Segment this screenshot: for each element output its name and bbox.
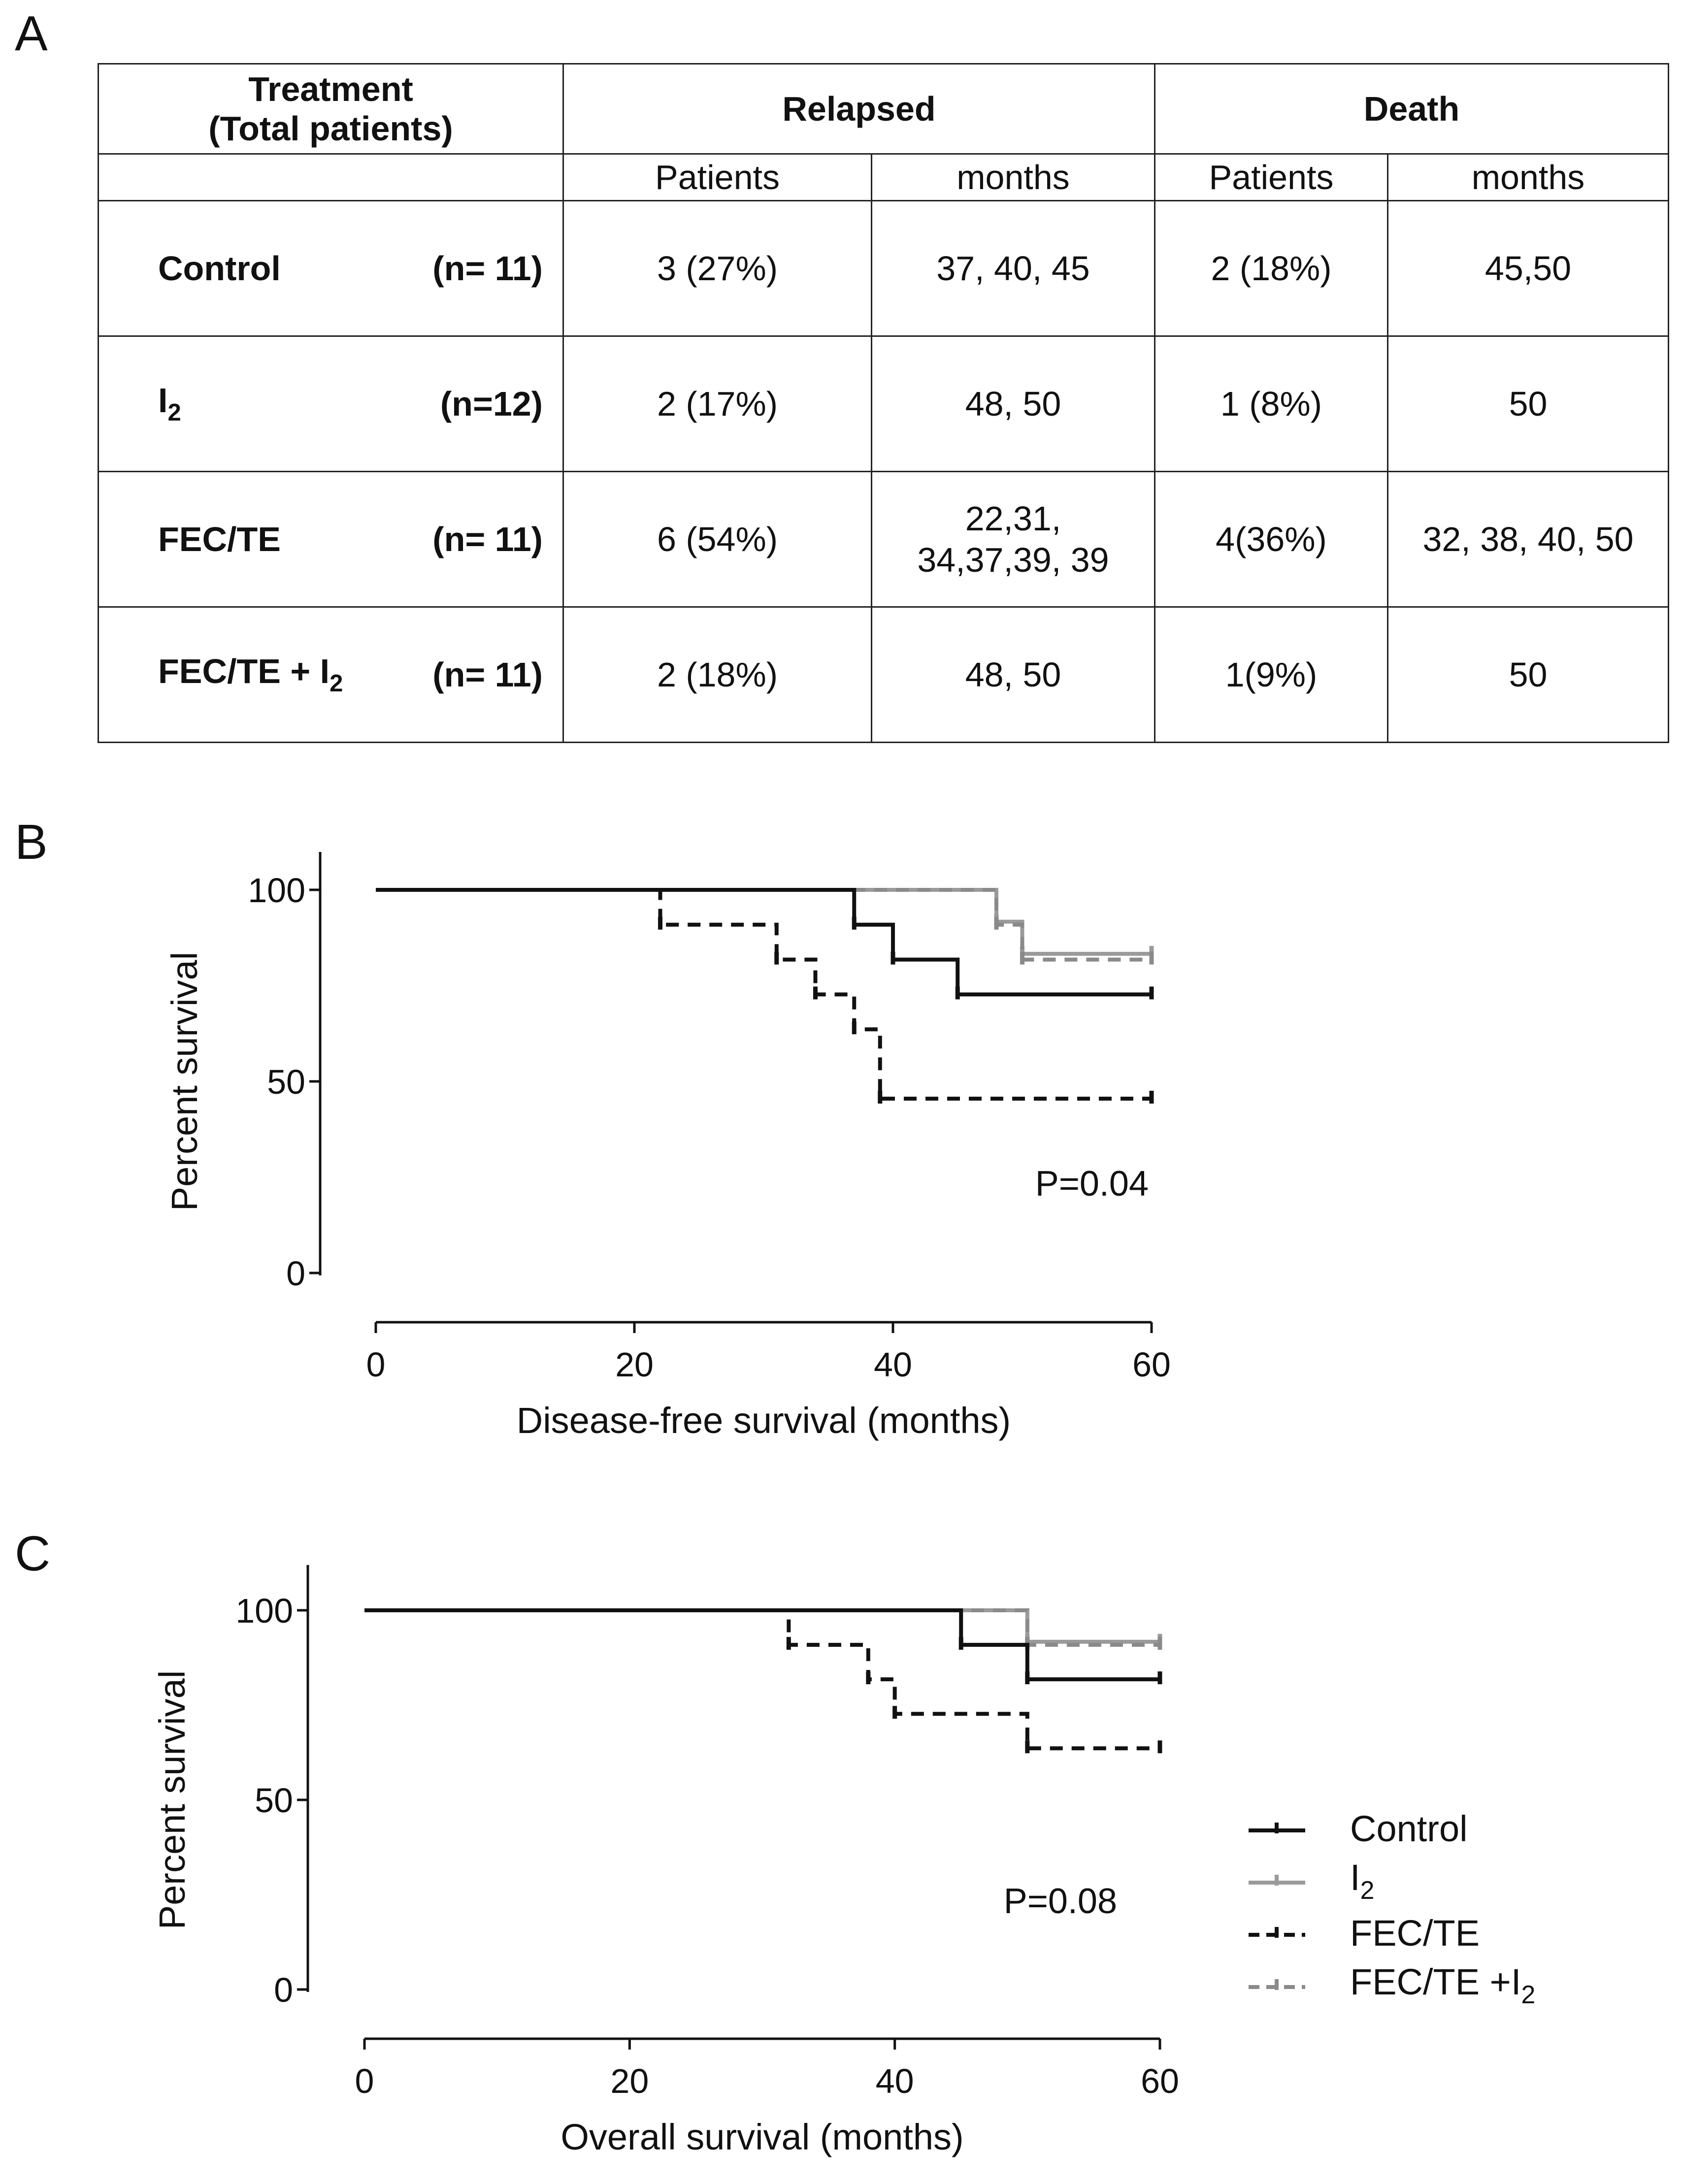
relapsed-months-line: 48, 50 bbox=[965, 385, 1061, 423]
legend-item: Control bbox=[1246, 1802, 1591, 1855]
death-patients-header: Patients bbox=[1154, 153, 1388, 201]
relapsed-months-header: months bbox=[871, 153, 1155, 201]
legend-swatch bbox=[1249, 1875, 1305, 1886]
treatment-header-line2: (Total patients) bbox=[208, 109, 453, 148]
treatment-n: (n=12) bbox=[440, 384, 543, 423]
relapsed-patients-cell: 6 (54%) bbox=[562, 471, 872, 608]
p-value-annotation: P=0.08 bbox=[1004, 1882, 1117, 1921]
death-months-cell: 32, 38, 40, 50 bbox=[1386, 471, 1670, 608]
death-months-cell: 50 bbox=[1386, 335, 1670, 472]
death-patients-cell: 4(36%) bbox=[1154, 471, 1388, 608]
death-patients-cell: 1(9%) bbox=[1154, 606, 1388, 743]
treatment-n: (n= 11) bbox=[432, 655, 543, 694]
x-tick-label: 60 bbox=[1132, 1345, 1171, 1384]
legend-item: FEC/TE +I2 bbox=[1246, 1959, 1591, 2011]
p-value-annotation: P=0.04 bbox=[1035, 1164, 1149, 1204]
survival-series-line bbox=[364, 1608, 1160, 1682]
y-tick-label: 0 bbox=[274, 1971, 293, 2009]
legend-label: I2 bbox=[1350, 1857, 1375, 1905]
survival-series-line bbox=[364, 1608, 1160, 1647]
legend-swatch bbox=[1249, 1927, 1305, 1938]
chart-legend: Control I2 FEC/TE FEC/TE +I2 bbox=[1246, 1802, 1591, 2011]
table-row: I2 (n=12) 2 (17%) 48, 50 1 (8%) 50 bbox=[98, 335, 1670, 472]
treatment-n: (n= 11) bbox=[432, 249, 543, 288]
x-tick-label: 0 bbox=[355, 2062, 374, 2100]
survival-series-line bbox=[364, 1608, 1160, 1751]
death-months-cell: 50 bbox=[1386, 606, 1670, 743]
legend-swatch bbox=[1249, 1823, 1305, 1833]
relapsed-patients-header: Patients bbox=[562, 153, 872, 201]
survival-series-line bbox=[376, 888, 1152, 956]
y-tick-label: 0 bbox=[286, 1254, 305, 1293]
x-tick-label: 0 bbox=[366, 1345, 386, 1384]
x-tick-label: 60 bbox=[1141, 2062, 1179, 2100]
legend-label: Control bbox=[1350, 1808, 1468, 1849]
treatment-name: Control bbox=[158, 249, 281, 288]
x-tick-label: 20 bbox=[610, 2062, 649, 2100]
overall-survival-chart: 0 50 100 0 20 40 60 Overall survival (months) Pe… bbox=[152, 1565, 1179, 2157]
legend-item: FEC/TE bbox=[1246, 1907, 1591, 1959]
relapsed-header: Relapsed bbox=[562, 63, 1155, 155]
legend-label: FEC/TE bbox=[1350, 1912, 1480, 1954]
relapsed-months-line: 34,37,39, 39 bbox=[917, 541, 1109, 579]
panel-label-c: C bbox=[15, 1526, 51, 1581]
table-row: FEC/TE + I2 (n= 11) 2 (18%) 48, 50 1(9%) 50 bbox=[98, 606, 1670, 743]
relapsed-patients-cell: 2 (17%) bbox=[562, 335, 872, 472]
treatment-header-line1: Treatment bbox=[248, 69, 413, 108]
treatment-cell: I2 (n=12) bbox=[98, 335, 564, 472]
treatment-name: FEC/TE + I2 bbox=[158, 652, 343, 697]
x-tick-label: 40 bbox=[874, 1345, 912, 1384]
death-patients-cell: 2 (18%) bbox=[1154, 200, 1388, 337]
survival-series-line bbox=[364, 1608, 1160, 1644]
x-axis-title: Disease-free survival (months) bbox=[517, 1400, 1011, 1441]
legend-item: I2 bbox=[1246, 1855, 1591, 1907]
treatment-header: Treatment (Total patients) bbox=[98, 63, 564, 155]
x-tick-label: 20 bbox=[615, 1345, 654, 1384]
relapsed-months-cell: 37, 40, 45 bbox=[871, 200, 1155, 337]
disease-free-survival-chart: 0 50 100 0 20 40 60 Disease-free survival (mont… bbox=[164, 852, 1171, 1441]
y-axis-title: Percent survival bbox=[152, 1670, 193, 1929]
outcomes-table: Treatment (Total patients) Relapsed Deat… bbox=[98, 63, 1670, 743]
y-tick-label: 100 bbox=[248, 871, 305, 910]
treatment-name: I2 bbox=[158, 381, 181, 426]
y-tick-label: 50 bbox=[255, 1781, 293, 1820]
y-tick-label: 50 bbox=[267, 1063, 305, 1101]
treatment-cell: FEC/TE (n= 11) bbox=[98, 471, 564, 608]
treatment-cell: Control (n= 11) bbox=[98, 200, 564, 337]
treatment-cell: FEC/TE + I2 (n= 11) bbox=[98, 606, 564, 743]
table-row: FEC/TE (n= 11) 6 (54%) 22,31, 34,37,39, 39 4(… bbox=[98, 471, 1670, 608]
panel-label-b: B bbox=[15, 815, 48, 870]
legend-swatch bbox=[1249, 1979, 1305, 1990]
relapsed-patients-cell: 3 (27%) bbox=[562, 200, 872, 337]
relapsed-months-cell: 22,31, 34,37,39, 39 bbox=[871, 471, 1155, 608]
treatment-n: (n= 11) bbox=[432, 520, 543, 558]
y-tick-label: 100 bbox=[235, 1592, 293, 1630]
relapsed-months-cell: 48, 50 bbox=[871, 335, 1155, 472]
x-tick-label: 40 bbox=[876, 2062, 914, 2100]
relapsed-months-cell: 48, 50 bbox=[871, 606, 1155, 743]
table-row: Control (n= 11) 3 (27%) 37, 40, 45 2 (18%) 45… bbox=[98, 200, 1670, 337]
death-header: Death bbox=[1154, 63, 1670, 155]
relapsed-months-line: 22,31, bbox=[965, 499, 1061, 538]
survival-series-line bbox=[376, 888, 1152, 962]
table-header-row: Treatment (Total patients) Relapsed Deat… bbox=[98, 63, 1670, 155]
relapsed-months-line: 48, 50 bbox=[965, 655, 1061, 694]
x-axis-title: Overall survival (months) bbox=[561, 2117, 963, 2157]
panel-label-a: A bbox=[15, 6, 48, 61]
relapsed-patients-cell: 2 (18%) bbox=[562, 606, 872, 743]
survival-series-line bbox=[376, 888, 1152, 997]
y-axis-title: Percent survival bbox=[164, 952, 205, 1211]
death-months-cell: 45,50 bbox=[1386, 200, 1670, 337]
treatment-name: FEC/TE bbox=[158, 520, 281, 558]
relapsed-months-line: 37, 40, 45 bbox=[936, 249, 1090, 288]
subheader-blank bbox=[98, 153, 564, 201]
table-subheader-row: Patients months Patients months bbox=[98, 153, 1670, 201]
death-patients-cell: 1 (8%) bbox=[1154, 335, 1388, 472]
legend-label: FEC/TE +I2 bbox=[1350, 1961, 1536, 2009]
death-months-header: months bbox=[1386, 153, 1670, 201]
